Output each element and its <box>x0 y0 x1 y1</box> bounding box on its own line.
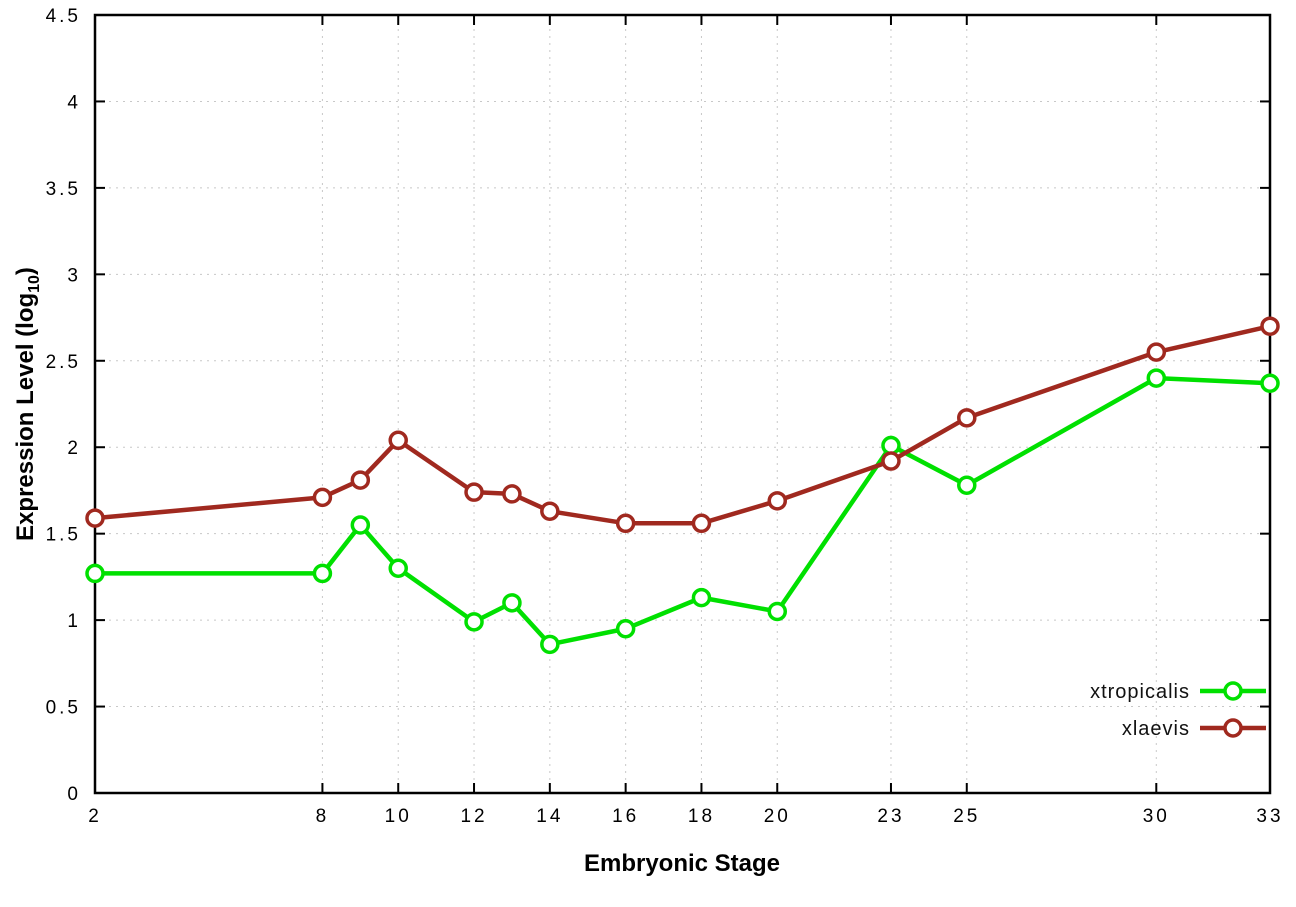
series-line-xlaevis <box>92 323 1273 526</box>
data-point-xlaevis <box>957 408 977 428</box>
data-point-xtropicalis <box>881 435 901 456</box>
data-point-xtropicalis <box>350 515 371 535</box>
y-axis-title-text: Expression Level (log <box>12 292 40 541</box>
x-axis-title: Embryonic Stage <box>583 850 781 877</box>
data-point-xtropicalis <box>540 634 560 655</box>
y-tick-label: 0 <box>67 784 81 805</box>
data-point-xtropicalis <box>615 619 636 639</box>
x-tick-label: 16 <box>612 806 639 827</box>
data-point-xlaevis <box>1260 316 1280 336</box>
data-point-xtropicalis <box>312 563 333 584</box>
x-tick-label: 10 <box>385 806 412 827</box>
x-tick-label: 18 <box>688 806 715 827</box>
data-point-xtropicalis <box>502 593 522 613</box>
data-point-xtropicalis <box>85 563 105 584</box>
y-axis-title: Expression Level (log10) <box>12 267 44 541</box>
x-tick-label: 12 <box>460 806 487 827</box>
data-point-xlaevis <box>350 470 371 490</box>
y-tick-label: 2 <box>67 438 81 459</box>
x-tick-label: 8 <box>316 806 330 827</box>
data-point-xtropicalis <box>691 587 712 608</box>
plot-border <box>93 13 1272 795</box>
x-tick-label: 2 <box>88 806 102 827</box>
x-tick-label: 30 <box>1143 806 1170 827</box>
data-point-xlaevis <box>691 513 712 534</box>
x-tick-label: 23 <box>877 806 904 827</box>
y-tick-label: 4 <box>67 92 81 113</box>
legend-marker-xlaevis <box>1223 718 1243 738</box>
data-point-xlaevis <box>540 501 560 521</box>
data-point-xlaevis <box>1146 342 1167 362</box>
y-tick-label: 1.5 <box>46 525 81 546</box>
data-point-xlaevis <box>464 482 484 502</box>
legend-marker-xtropicalis <box>1223 681 1243 701</box>
data-point-xtropicalis <box>1146 368 1167 388</box>
x-tick-label: 33 <box>1256 806 1283 827</box>
data-point-xlaevis <box>388 430 408 451</box>
data-point-xtropicalis <box>1260 373 1280 394</box>
data-point-xtropicalis <box>767 601 788 622</box>
y-axis-title-subscript: 10 <box>25 275 43 293</box>
y-tick-label: 3.5 <box>46 179 81 200</box>
data-point-xlaevis <box>615 513 636 534</box>
series-line-xtropicalis <box>92 375 1273 647</box>
data-point-xtropicalis <box>464 612 484 632</box>
y-tick-label: 1 <box>67 611 81 632</box>
x-tick-label: 25 <box>953 806 980 827</box>
data-point-xtropicalis <box>957 475 977 496</box>
y-tick-label: 3 <box>67 265 81 286</box>
data-point-xlaevis <box>312 487 333 508</box>
x-tick-label: 20 <box>764 806 791 827</box>
data-point-xtropicalis <box>388 558 408 578</box>
data-point-xlaevis <box>881 451 901 471</box>
data-point-xlaevis <box>502 484 522 504</box>
y-axis-title-suffix: ) <box>12 267 40 276</box>
data-point-xlaevis <box>767 491 788 511</box>
legend-label-xlaevis: xlaevis <box>1122 718 1190 740</box>
x-tick-label: 14 <box>536 806 563 827</box>
y-tick-label: 4.5 <box>46 6 81 27</box>
y-tick-label: 0.5 <box>46 698 81 719</box>
y-tick-label: 2.5 <box>46 352 81 373</box>
data-point-xlaevis <box>85 508 105 528</box>
legend-label-xtropicalis: xtropicalis <box>1090 681 1190 703</box>
